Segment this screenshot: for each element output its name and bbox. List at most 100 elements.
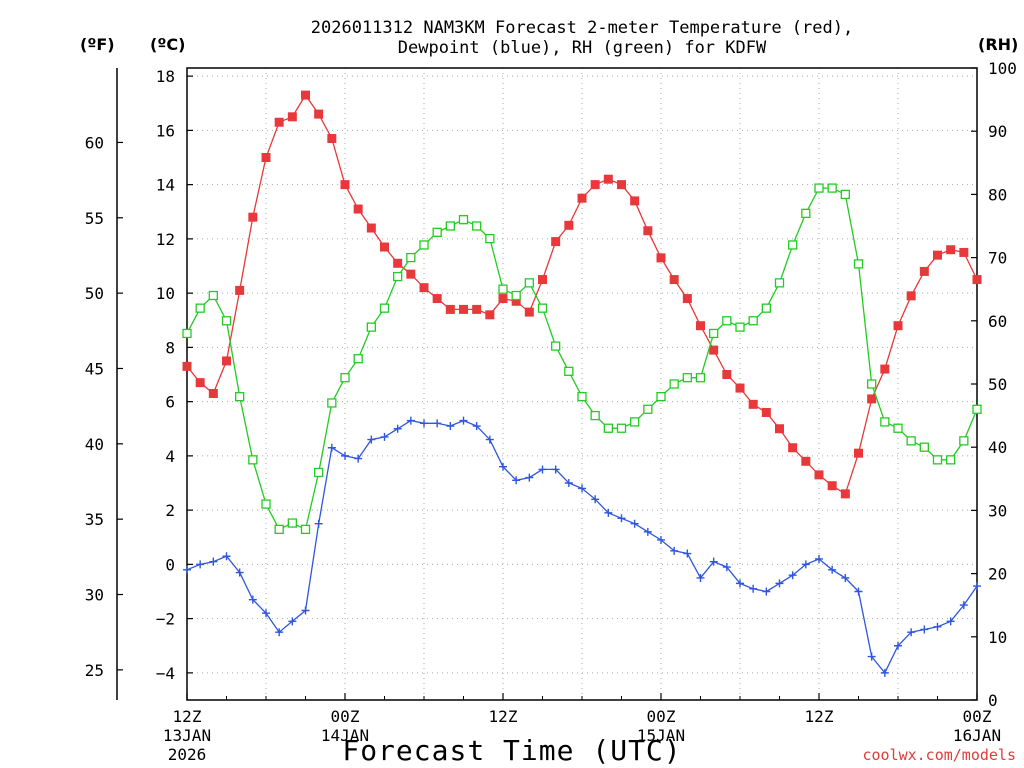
dewpoint-point [433, 419, 442, 428]
temperature-point [617, 180, 626, 190]
temperature-point [893, 321, 903, 331]
rh-point [472, 221, 482, 231]
rh-point [893, 423, 903, 433]
chart-title-line1: 2026011312 NAM3KM Forecast 2-meter Tempe… [310, 18, 854, 38]
dewpoint-point [301, 606, 310, 615]
temperature-point [235, 285, 245, 295]
temperature-point [524, 307, 534, 317]
rh-point [946, 455, 956, 465]
fahrenheit-tick-label: 35 [85, 510, 104, 529]
rh-tick-label: 20 [988, 565, 1007, 584]
rh-point [959, 436, 969, 446]
dewpoint-point [512, 476, 521, 485]
x-tick-label-date: 16JAN [953, 726, 1001, 745]
rh-point [261, 499, 271, 509]
rh-point [551, 341, 561, 351]
rh-point [445, 221, 455, 231]
temperature-point [630, 196, 640, 206]
celsius-tick-label: 16 [156, 121, 175, 140]
fahrenheit-unit-label: (ºF) [80, 35, 115, 54]
dewpoint-point [420, 419, 428, 428]
rh-point [458, 215, 469, 225]
dewpoint-point [762, 587, 771, 596]
temperature-point [340, 180, 350, 190]
dewpoint-point [196, 560, 205, 569]
temperature-point [274, 117, 284, 127]
rh-unit-label: (RH) [978, 35, 1019, 54]
rh-tick-label: 50 [988, 375, 1007, 394]
temperature-point [735, 383, 745, 393]
temperature-point [801, 456, 811, 466]
celsius-tick-label: 14 [156, 176, 175, 195]
rh-point [590, 410, 600, 421]
dewpoint-point [736, 579, 744, 588]
dewpoint-point [209, 557, 218, 566]
celsius-tick-label: 2 [165, 501, 175, 520]
temperature-point [722, 370, 732, 380]
rh-point [695, 373, 706, 383]
celsius-tick-label: 4 [165, 447, 175, 466]
fahrenheit-tick-label: 40 [85, 435, 104, 454]
dewpoint-point [815, 554, 823, 563]
credit-link[interactable]: coolwx.com/models [862, 746, 1016, 764]
x-tick-label-year: 2026 [168, 745, 207, 764]
temperature-point [498, 294, 508, 304]
rh-point [722, 316, 732, 326]
rh-point [340, 373, 350, 383]
rh-tick-label: 70 [988, 249, 1007, 268]
rh-tick-label: 10 [988, 628, 1007, 647]
temperature-point [880, 364, 890, 374]
rh-point [788, 240, 798, 250]
rh-point [630, 417, 640, 427]
temperature-point [406, 269, 416, 279]
x-tick-label-time: 12Z [173, 707, 202, 726]
rh-point [498, 284, 508, 294]
dewpoint-point [854, 587, 863, 596]
rh-point [577, 391, 587, 402]
dewpoint-point [867, 652, 876, 661]
celsius-unit-label: (ºC) [150, 35, 186, 54]
dewpoint-point [354, 454, 363, 463]
dewpoint-point [485, 435, 494, 444]
temperature-point [748, 399, 758, 409]
axes: 25 30 35 40 45 50 55 60 −4 −2 0 2 4 6 8 10 12 14 16 18 0 10 20… [85, 59, 1017, 764]
rh-tick-label: 0 [988, 691, 998, 710]
temperature-point [393, 258, 403, 268]
rh-tick-label: 40 [988, 438, 1007, 457]
temperature-point [472, 304, 482, 314]
rh-point [524, 278, 534, 288]
temperature-point [761, 407, 771, 417]
rh-point [919, 442, 929, 452]
rh-point [393, 271, 403, 282]
dewpoint-point [499, 462, 507, 471]
celsius-tick-label: 10 [156, 284, 175, 303]
rh-point [419, 240, 429, 250]
temperature-point [590, 180, 600, 190]
temperature-point [538, 275, 547, 285]
dewpoint-point [617, 514, 626, 523]
dewpoint-point [551, 465, 560, 474]
rh-point [669, 379, 679, 389]
temperature-point [696, 321, 705, 331]
rh-point [906, 436, 916, 446]
rh-point [972, 404, 982, 414]
fahrenheit-tick-label: 45 [85, 359, 104, 378]
celsius-tick-label: 0 [165, 555, 175, 574]
celsius-tick-label: 6 [165, 393, 175, 412]
celsius-tick-label: 8 [165, 338, 175, 357]
temperature-point [656, 253, 666, 263]
dewpoint-point [393, 424, 402, 433]
rh-point [564, 366, 574, 377]
x-tick-label-time: 00Z [963, 707, 992, 726]
dewpoint-point [907, 628, 916, 637]
rh-point [208, 290, 218, 301]
dewpoint-point [380, 432, 389, 441]
temperature-point [775, 424, 784, 434]
temperature-point [669, 275, 679, 285]
celsius-tick-label: 18 [156, 67, 175, 86]
rh-point [182, 328, 192, 339]
rh-point [853, 259, 864, 269]
rh-point [248, 455, 258, 465]
fahrenheit-tick-label: 60 [85, 133, 104, 152]
dewpoint-point [459, 416, 468, 425]
